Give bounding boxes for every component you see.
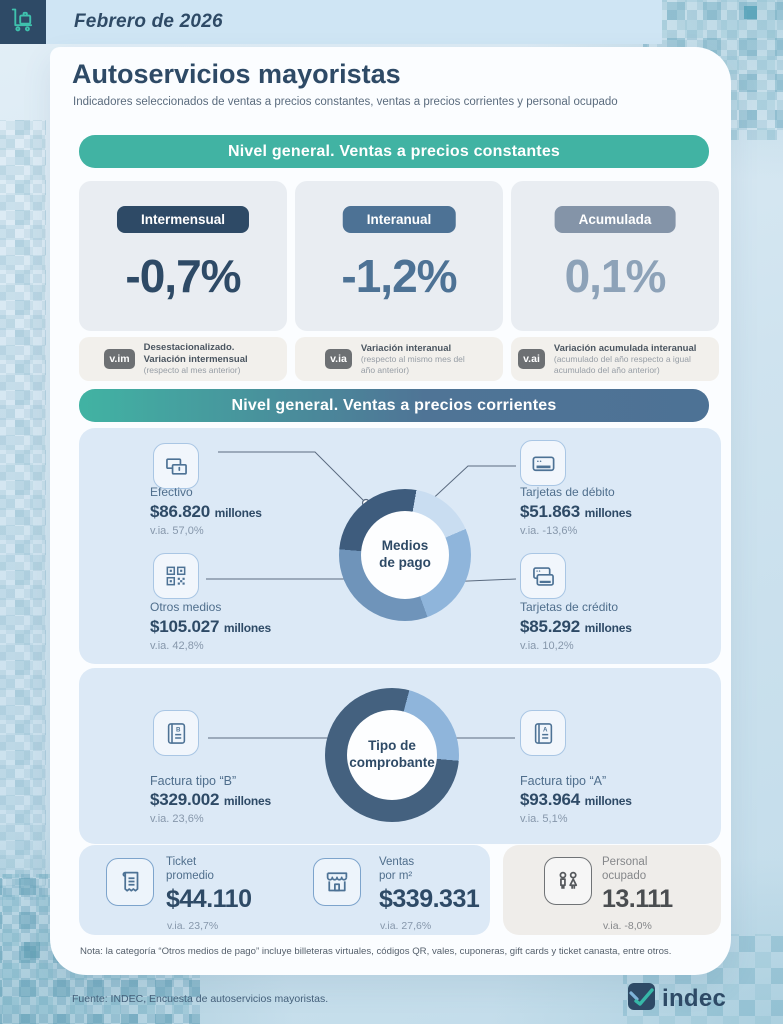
storefront-icon [313,858,361,906]
decorative-square [744,6,757,19]
credito-via: v.ia. 10,2% [520,639,574,652]
debito-label: Tarjetas de débito [520,485,615,499]
debito-item: Tarjetas de débito $51.863 millones v.ia… [520,485,632,538]
invoice-b-icon: B [153,710,199,756]
section-tipo-comprobante: B Factura tipo “B” $329.002 millones v.i… [79,668,721,844]
legend-vai-abbr: v.ai [518,349,545,369]
credito-item: Tarjetas de crédito $85.292 millones v.i… [520,600,632,653]
debit-card-icon [520,440,566,486]
invoice-a-icon: A [520,710,566,756]
factura-a-via: v.ia. 5,1% [520,813,568,826]
cart-icon [9,6,37,39]
svg-text:B: B [175,726,180,733]
ventas-m2-via: v.ia. 27,6% [380,920,432,932]
people-icon [544,857,592,905]
efectivo-via: v.ia. 57,0% [150,524,204,537]
debito-via: v.ia. -13,6% [520,524,578,537]
date-band: Febrero de 2026 [46,0,662,44]
personal-value: 13.111 [602,884,673,913]
ticket-label: Ticket promedio [166,856,214,883]
credito-value: $85.292 millones [520,616,632,636]
value-interanual: -1,2% [341,250,457,302]
section-medios-de-pago: Efectivo $86.820 millones v.ia. 57,0% Ta… [79,428,721,664]
ventas-m2-label: Ventas por m² [379,856,415,883]
footnote: Nota: la categoría “Otros medios de pago… [80,946,672,957]
banner-precios-constantes: Nivel general. Ventas a precios constant… [79,135,709,168]
badge-intermensual: Intermensual [116,206,250,233]
report-title: Autoservicios mayoristas [72,59,401,89]
indec-logo-mark [627,981,657,1016]
qr-code-icon [153,553,199,599]
indec-logo: indec [627,981,726,1016]
otros-item: Otros medios $105.027 millones v.ia. 42,… [150,600,271,653]
legend-via: v.ia Variación interanual (respecto al m… [295,337,503,381]
legend-via-abbr: v.ia [325,349,352,369]
legend-via-text: Variación interanual (respecto al mismo … [360,342,465,375]
debito-value: $51.863 millones [520,501,632,521]
legend-vai-text: Variación acumulada interanual (acumulad… [553,342,697,375]
decorative-mosaic-left [0,120,46,900]
factura-b-via: v.ia. 23,6% [150,813,204,826]
legend-vai: v.ai Variación acumulada interanual (acu… [511,337,719,381]
legend-vim-text: Desestacionalizado. Variación intermensu… [143,342,248,376]
factura-a-label: Factura tipo “A” [520,774,607,788]
kpi-card-intermensual: Intermensual -0,7% [79,181,287,331]
kpi-card-interanual: Interanual -1,2% [295,181,503,331]
otros-value: $105.027 millones [150,616,271,636]
factura-a-value: $93.964 millones [520,790,632,810]
credito-label: Tarjetas de crédito [520,600,619,614]
ventas-m2-value: $339.331 [379,884,480,913]
legend-vim: v.im Desestacionalizado. Variación inter… [79,337,287,381]
source-text: Fuente: INDEC, Encuesta de autoservicios… [72,993,329,1005]
report-subtitle: Indicadores seleccionados de ventas a pr… [73,96,618,108]
ventas-m2-item: Ventas por m² $339.331 [379,855,480,914]
ticket-promedio-item: Ticket promedio $44.110 [166,855,252,914]
decorative-square [24,942,40,958]
legend-vim-abbr: v.im [104,349,135,369]
cash-icon [153,443,199,489]
report-date: Febrero de 2026 [74,11,223,32]
personal-ocupado-card: Personal ocupado 13.111 v.ia. -8,0% [503,845,721,935]
value-intermensual: -0,7% [125,250,241,302]
otros-label: Otros medios [150,600,222,614]
badge-acumulada: Acumulada [554,206,676,233]
receipt-icon [106,858,154,906]
donut-tipo-comprobante: Tipo de comprobante [325,688,459,822]
factura-b-item: Factura tipo “B” $329.002 millones v.ia.… [150,773,271,827]
donut-comprobante-center-label: Tipo de comprobante [347,710,437,800]
banner-precios-corrientes: Nivel general. Ventas a precios corrient… [79,389,709,422]
personal-via: v.ia. -8,0% [603,920,652,932]
efectivo-item: Efectivo $86.820 millones v.ia. 57,0% [150,485,262,538]
header-logo-box [0,0,46,44]
otros-via: v.ia. 42,8% [150,639,204,652]
svg-text:A: A [542,726,547,733]
factura-b-label: Factura tipo “B” [150,774,237,788]
ticket-value: $44.110 [166,884,252,913]
badge-interanual: Interanual [342,206,456,233]
bottom-metrics-card: Ticket promedio $44.110 v.ia. 23,7% Venta… [79,845,490,935]
donut-medios-center-label: Medios de pago [361,511,449,599]
value-acumulada: 0,1% [564,250,667,302]
ticket-via: v.ia. 23,7% [167,920,219,932]
credit-cards-icon [520,553,566,599]
main-card: Autoservicios mayoristas Indicadores sel… [50,47,731,975]
factura-a-item: Factura tipo “A” $93.964 millones v.ia. … [520,773,632,827]
kpi-card-acumulada: Acumulada 0,1% [511,181,719,331]
personal-label: Personal ocupado [602,856,648,883]
personal-ocupado-item: Personal ocupado 13.111 [602,855,673,914]
donut-medios-de-pago: Medios de pago [339,489,471,621]
efectivo-value: $86.820 millones [150,501,262,521]
factura-b-value: $329.002 millones [150,790,271,810]
efectivo-label: Efectivo [150,485,193,499]
indec-logo-text: indec [662,984,727,1012]
